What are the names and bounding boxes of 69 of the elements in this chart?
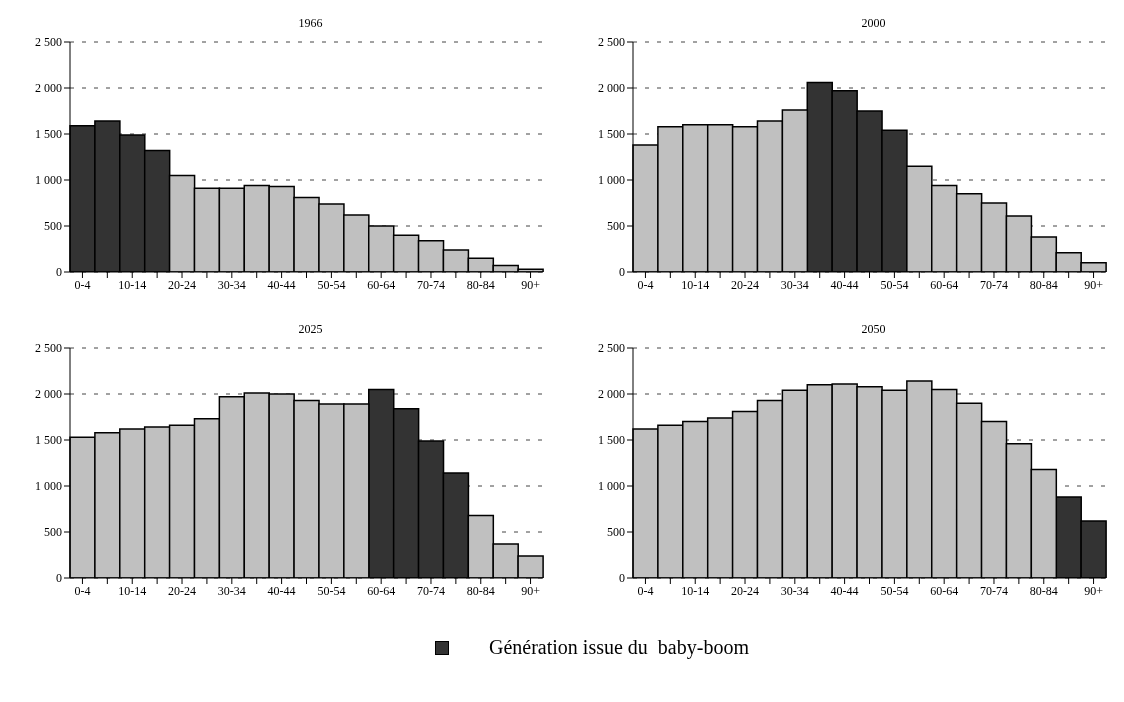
y-tick-label: 1 500 xyxy=(598,433,625,447)
y-tick-label: 1 000 xyxy=(598,173,625,187)
x-tick-label: 90+ xyxy=(521,277,541,292)
y-tick-label: 0 xyxy=(619,571,625,585)
y-tick-label: 2 500 xyxy=(35,341,62,355)
y-tick-label: 500 xyxy=(607,219,625,233)
chart-title: 2025 xyxy=(297,322,324,338)
y-tick-label: 1 000 xyxy=(598,479,625,493)
x-tick-label: 70-74 xyxy=(416,277,445,292)
y-tick-label: 1 500 xyxy=(598,127,625,141)
chart-title: 2050 xyxy=(860,322,887,338)
x-tick-label: 90+ xyxy=(1084,277,1104,292)
x-tick-label: 10-14 xyxy=(118,583,147,598)
x-tick-label: 50-54 xyxy=(880,277,909,292)
x-tick-label: 20-24 xyxy=(168,583,197,598)
x-tick-label: 60-64 xyxy=(930,583,959,598)
y-tick-label: 2 000 xyxy=(35,387,62,401)
x-tick-label: 0-4 xyxy=(637,583,654,598)
y-tick-label: 2 500 xyxy=(598,35,625,49)
x-tick-label: 40-44 xyxy=(267,277,296,292)
x-tick-label: 70-74 xyxy=(979,277,1008,292)
x-tick-label: 50-54 xyxy=(317,583,346,598)
x-tick-label: 30-34 xyxy=(780,583,809,598)
x-tick-label: 60-64 xyxy=(367,583,396,598)
x-tick-label: 0-4 xyxy=(74,583,91,598)
x-tick-label: 0-4 xyxy=(74,277,91,292)
x-tick-label: 70-74 xyxy=(416,583,445,598)
y-tick-label: 500 xyxy=(44,219,62,233)
x-tick-label: 20-24 xyxy=(731,277,760,292)
x-tick-label: 90+ xyxy=(1084,583,1104,598)
x-tick-label: 0-4 xyxy=(637,277,654,292)
y-tick-label: 2 000 xyxy=(598,81,625,95)
x-tick-label: 40-44 xyxy=(267,583,296,598)
x-tick-label: 30-34 xyxy=(217,583,246,598)
y-tick-label: 2 000 xyxy=(598,387,625,401)
x-tick-label: 60-64 xyxy=(367,277,396,292)
y-tick-label: 2 500 xyxy=(598,341,625,355)
y-tick-label: 1 000 xyxy=(35,173,62,187)
y-tick-label: 2 000 xyxy=(35,81,62,95)
x-tick-label: 10-14 xyxy=(681,277,710,292)
x-tick-label: 60-64 xyxy=(930,277,959,292)
x-tick-label: 20-24 xyxy=(731,583,760,598)
y-tick-label: 1 500 xyxy=(35,127,62,141)
y-tick-label: 1 500 xyxy=(35,433,62,447)
x-tick-label: 20-24 xyxy=(168,277,197,292)
x-tick-label: 80-84 xyxy=(466,277,495,292)
x-tick-label: 80-84 xyxy=(1029,583,1058,598)
y-tick-label: 1 000 xyxy=(35,479,62,493)
y-tick-label: 500 xyxy=(44,525,62,539)
x-tick-label: 40-44 xyxy=(830,583,859,598)
x-tick-label: 90+ xyxy=(521,583,541,598)
x-tick-label: 50-54 xyxy=(880,583,909,598)
x-tick-label: 80-84 xyxy=(1029,277,1058,292)
x-tick-label: 40-44 xyxy=(830,277,859,292)
x-tick-label: 70-74 xyxy=(979,583,1008,598)
chart-title: 1966 xyxy=(297,16,324,32)
y-tick-label: 0 xyxy=(619,265,625,279)
chart-title: 2000 xyxy=(860,16,887,32)
legend-label: Génération issue du baby-boom xyxy=(489,636,749,659)
x-tick-label: 10-14 xyxy=(118,277,147,292)
x-tick-label: 50-54 xyxy=(317,277,346,292)
x-tick-label: 10-14 xyxy=(681,583,710,598)
y-tick-label: 2 500 xyxy=(35,35,62,49)
y-tick-label: 0 xyxy=(56,265,62,279)
x-tick-label: 80-84 xyxy=(466,583,495,598)
y-tick-label: 500 xyxy=(607,525,625,539)
x-tick-label: 30-34 xyxy=(217,277,246,292)
x-tick-label: 30-34 xyxy=(780,277,809,292)
y-tick-label: 0 xyxy=(56,571,62,585)
